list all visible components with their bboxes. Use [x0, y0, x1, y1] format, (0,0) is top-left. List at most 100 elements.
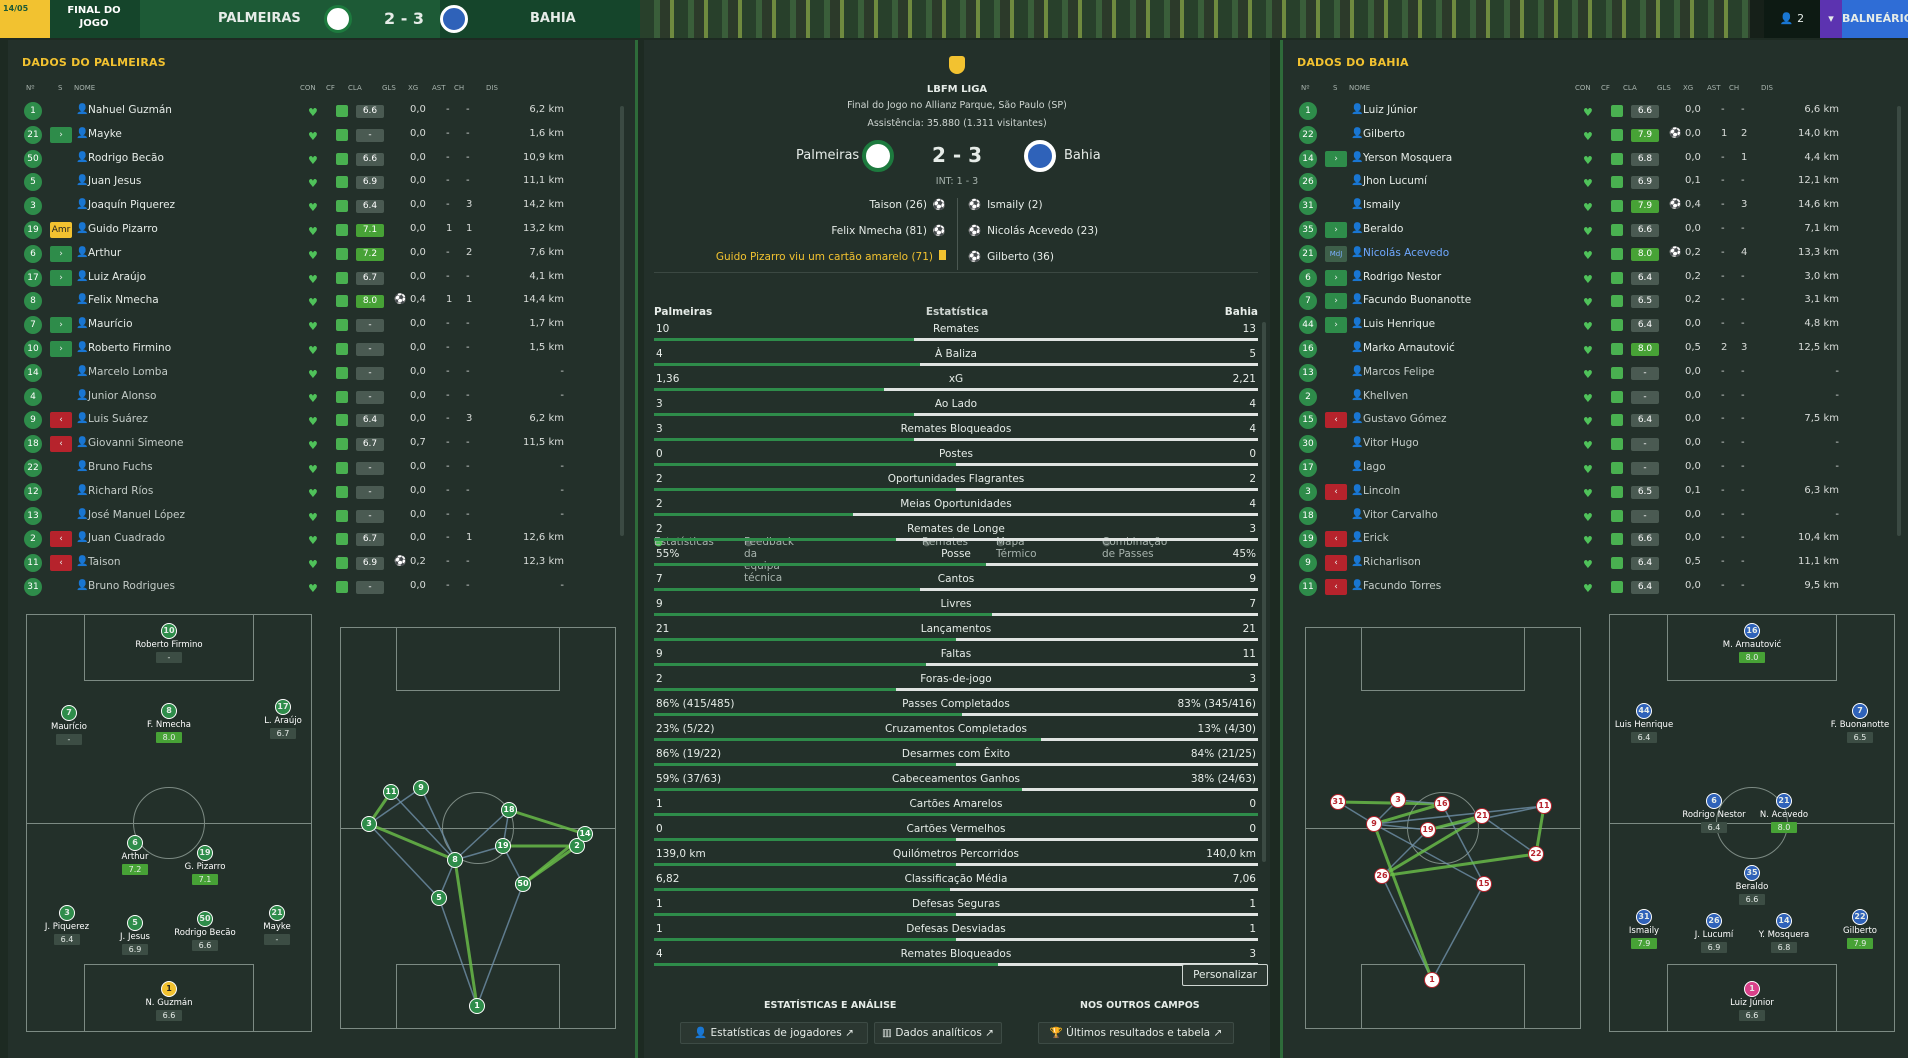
formation-player-marker[interactable]: 6 [1706, 793, 1722, 809]
formation-player-marker[interactable]: 8 [161, 703, 177, 719]
pass-map-node[interactable]: 16 [1434, 796, 1450, 812]
player-row[interactable]: 1 👤 Luiz Júnior ♥ 6.6 0,0 - - 6,6 km [1291, 100, 1901, 124]
player-name[interactable]: Facundo Buonanotte [1363, 294, 1472, 307]
player-name[interactable]: Vitor Hugo [1363, 437, 1419, 450]
player-name[interactable]: Maurício [88, 318, 133, 331]
player-row[interactable]: 7 › 👤 Maurício ♥ - 0,0 - - 1,7 km [16, 314, 626, 338]
player-name[interactable]: Junior Alonso [88, 389, 157, 402]
player-row[interactable]: 30 👤 Vitor Hugo ♥ - 0,0 - - - [1291, 433, 1901, 457]
player-row[interactable]: 6 › 👤 Rodrigo Nestor ♥ 6.4 0,2 - - 3,0 km [1291, 267, 1901, 291]
player-row[interactable]: 13 👤 Marcos Felipe ♥ - 0,0 - - - [1291, 362, 1901, 386]
player-row[interactable]: 13 👤 José Manuel López ♥ - 0,0 - - - [16, 505, 626, 529]
player-name[interactable]: Juan Jesus [88, 175, 142, 188]
player-row[interactable]: 22 👤 Gilberto ♥ 7.9 ⚽ 0,0 1 2 14,0 km [1291, 124, 1901, 148]
pass-map-node[interactable]: 22 [1528, 846, 1544, 862]
player-name[interactable]: Taison [88, 556, 121, 569]
player-name[interactable]: Felix Nmecha [88, 294, 159, 307]
player-name[interactable]: Mayke [88, 127, 122, 140]
away-team-label[interactable]: Bahia [1064, 148, 1101, 163]
pass-map-node[interactable]: 18 [501, 802, 517, 818]
formation-player-marker[interactable]: 7 [61, 705, 77, 721]
formation-player-marker[interactable]: 35 [1744, 865, 1760, 881]
pass-map-node[interactable]: 14 [577, 826, 593, 842]
player-row[interactable]: 10 › 👤 Roberto Firmino ♥ - 0,0 - - 1,5 km [16, 338, 626, 362]
home-team-label[interactable]: Palmeiras [796, 148, 860, 163]
player-name[interactable]: Gustavo Gómez [1363, 413, 1447, 426]
player-row[interactable]: 18 👤 Vitor Carvalho ♥ - 0,0 - - - [1291, 505, 1901, 529]
player-name[interactable]: Arthur [88, 246, 122, 259]
player-row[interactable]: 11 ‹ 👤 Facundo Torres ♥ 6.4 0,0 - - 9,5 km [1291, 576, 1901, 600]
player-name[interactable]: Richarlison [1363, 556, 1421, 569]
formation-player-marker[interactable]: 44 [1636, 703, 1652, 719]
player-row[interactable]: 31 👤 Bruno Rodrigues ♥ - 0,0 - - - [16, 576, 626, 600]
player-name[interactable]: Luiz Júnior [1363, 104, 1418, 116]
player-row[interactable]: 19 ‹ 👤 Erick ♥ 6.6 0,0 - - 10,4 km [1291, 528, 1901, 552]
player-name[interactable]: Giovanni Simeone [88, 437, 184, 450]
pass-map-node[interactable]: 31 [1330, 794, 1346, 810]
player-name[interactable]: Juan Cuadrado [88, 532, 166, 545]
player-name[interactable]: Yerson Mosquera [1363, 151, 1453, 164]
player-row[interactable]: 35 › 👤 Beraldo ♥ 6.6 0,0 - - 7,1 km [1291, 219, 1901, 243]
player-row[interactable]: 2 ‹ 👤 Juan Cuadrado ♥ 6.7 0,0 - 1 12,6 km [16, 528, 626, 552]
player-name[interactable]: Bruno Fuchs [88, 460, 153, 473]
formation-player-marker[interactable]: 10 [161, 623, 177, 639]
pass-map-node[interactable]: 3 [361, 816, 377, 832]
formation-player-marker[interactable]: 21 [269, 905, 285, 921]
player-name[interactable]: Iago [1363, 460, 1386, 473]
player-row[interactable]: 16 👤 Marko Arnautović ♥ 8.0 0,5 2 3 12,5 km [1291, 338, 1901, 362]
notifications-button[interactable]: 👤 2 [1764, 0, 1820, 38]
pass-map-node[interactable]: 8 [447, 852, 463, 868]
latest-results-button[interactable]: 🏆 Últimos resultados e tabela ↗ [1038, 1022, 1234, 1044]
player-row[interactable]: 9 ‹ 👤 Richarlison ♥ 6.4 0,5 - - 11,1 km [1291, 552, 1901, 576]
customize-button[interactable]: Personalizar [1182, 964, 1268, 986]
formation-player-marker[interactable]: 5 [127, 915, 143, 931]
player-row[interactable]: 19 Amr 👤 Guido Pizarro ♥ 7.1 0,0 1 1 13,2 km [16, 219, 626, 243]
pass-map-node[interactable]: 15 [1476, 876, 1492, 892]
player-name[interactable]: José Manuel López [88, 508, 186, 521]
player-name[interactable]: Luis Henrique [1363, 318, 1436, 331]
player-name[interactable]: Erick [1363, 532, 1389, 545]
player-name[interactable]: Jhon Lucumí [1363, 175, 1428, 188]
locker-room-button[interactable]: BALNEÁRIO [1842, 0, 1908, 38]
player-row[interactable]: 14 👤 Marcelo Lomba ♥ - 0,0 - - - [16, 362, 626, 386]
player-name[interactable]: Luiz Araújo [88, 270, 147, 283]
player-row[interactable]: 4 👤 Junior Alonso ♥ - 0,0 - - - [16, 386, 626, 410]
player-row[interactable]: 17 👤 Iago ♥ - 0,0 - - - [1291, 457, 1901, 481]
player-row[interactable]: 11 ‹ 👤 Taison ♥ 6.9 ⚽ 0,2 - - 12,3 km [16, 552, 626, 576]
home-team-header[interactable]: PALMEIRAS 2 - 3 [140, 0, 440, 38]
player-row[interactable]: 1 👤 Nahuel Guzmán ♥ 6.6 0,0 - - 6,2 km [16, 100, 626, 124]
pass-map-node[interactable]: 5 [431, 890, 447, 906]
analytics-button[interactable]: ▥ Dados analíticos ↗ [874, 1022, 1002, 1044]
pass-map-node[interactable]: 11 [383, 784, 399, 800]
player-row[interactable]: 12 👤 Richard Ríos ♥ - 0,0 - - - [16, 481, 626, 505]
pass-map-node[interactable]: 50 [515, 876, 531, 892]
stats-scrollbar[interactable] [1262, 322, 1266, 862]
away-list-scrollbar[interactable] [1897, 106, 1901, 536]
chevron-down-icon[interactable]: ▾ [1820, 0, 1842, 38]
player-name[interactable]: Facundo Torres [1363, 579, 1442, 592]
player-row[interactable]: 14 › 👤 Yerson Mosquera ♥ 6.8 0,0 - 1 4,4 km [1291, 148, 1901, 172]
pass-map-node[interactable]: 2 [569, 838, 585, 854]
player-name[interactable]: Joaquín Piquerez [88, 199, 176, 212]
pass-map-node[interactable]: 1 [469, 998, 485, 1014]
pass-map-node[interactable]: 11 [1536, 798, 1552, 814]
player-row[interactable]: 50 👤 Rodrigo Becão ♥ 6.6 0,0 - - 10,9 km [16, 148, 626, 172]
player-row[interactable]: 7 › 👤 Facundo Buonanotte ♥ 6.5 0,2 - - 3,1 km [1291, 290, 1901, 314]
player-row[interactable]: 3 ‹ 👤 Lincoln ♥ 6.5 0,1 - - 6,3 km [1291, 481, 1901, 505]
player-name[interactable]: Nicolás Acevedo [1363, 246, 1450, 259]
formation-player-marker[interactable]: 14 [1776, 913, 1792, 929]
player-stats-button[interactable]: 👤 Estatísticas de jogadores ↗ [680, 1022, 868, 1044]
player-name[interactable]: Richard Ríos [88, 484, 154, 497]
formation-player-marker[interactable]: 1 [161, 981, 177, 997]
home-list-scrollbar[interactable] [620, 106, 624, 536]
player-row[interactable]: 18 ‹ 👤 Giovanni Simeone ♥ 6.7 0,7 - - 11,5 km [16, 433, 626, 457]
pass-map-node[interactable]: 19 [1420, 822, 1436, 838]
player-name[interactable]: Bruno Rodrigues [88, 579, 175, 592]
player-name[interactable]: Marko Arnautović [1363, 341, 1455, 354]
formation-player-marker[interactable]: 50 [197, 911, 213, 927]
player-name[interactable]: Khellven [1363, 389, 1409, 402]
player-name[interactable]: Rodrigo Nestor [1363, 270, 1442, 283]
player-row[interactable]: 21 › 👤 Mayke ♥ - 0,0 - - 1,6 km [16, 124, 626, 148]
player-row[interactable]: 2 👤 Khellven ♥ - 0,0 - - - [1291, 386, 1901, 410]
formation-player-marker[interactable]: 16 [1744, 623, 1760, 639]
